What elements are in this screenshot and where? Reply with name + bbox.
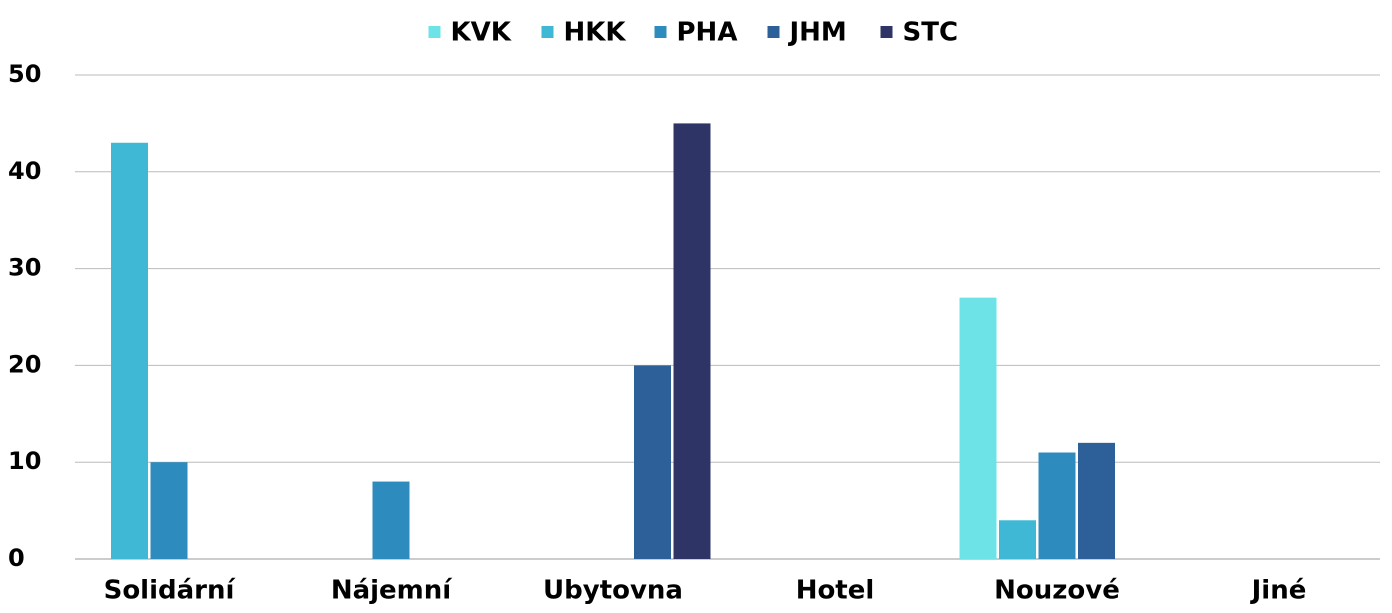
bar [634, 365, 671, 559]
bar [372, 481, 410, 559]
legend-label: HKK [564, 18, 627, 48]
y-tick-label: 40 [8, 157, 41, 185]
x-tick-label: Nájemní [331, 576, 453, 606]
legend-swatch [767, 26, 780, 38]
x-tick-label: Jiné [1250, 576, 1307, 606]
y-tick-label: 50 [8, 60, 41, 88]
legend-label: PHA [677, 18, 738, 48]
x-tick-label: Ubytovna [543, 576, 683, 606]
bar [673, 123, 711, 560]
legend-swatch [428, 26, 441, 38]
y-tick-label: 20 [8, 350, 41, 378]
bar [1078, 442, 1115, 559]
legend-swatch [880, 26, 893, 38]
legend-swatch [541, 26, 554, 38]
bar [150, 462, 188, 559]
legend-label: JHM [788, 18, 847, 48]
y-tick-label: 30 [8, 254, 41, 282]
legend-label: STC [903, 18, 959, 48]
bar [959, 297, 997, 559]
bar [999, 520, 1036, 559]
x-tick-label: Solidární [104, 576, 237, 606]
legend-label: KVK [451, 18, 512, 48]
bar [1038, 452, 1076, 559]
y-tick-label: 10 [8, 447, 41, 475]
x-tick-label: Nouzové [994, 576, 1120, 606]
y-tick-label: 0 [8, 544, 25, 572]
legend-swatch [654, 26, 667, 38]
bar [111, 142, 148, 559]
x-tick-label: Hotel [796, 576, 875, 606]
